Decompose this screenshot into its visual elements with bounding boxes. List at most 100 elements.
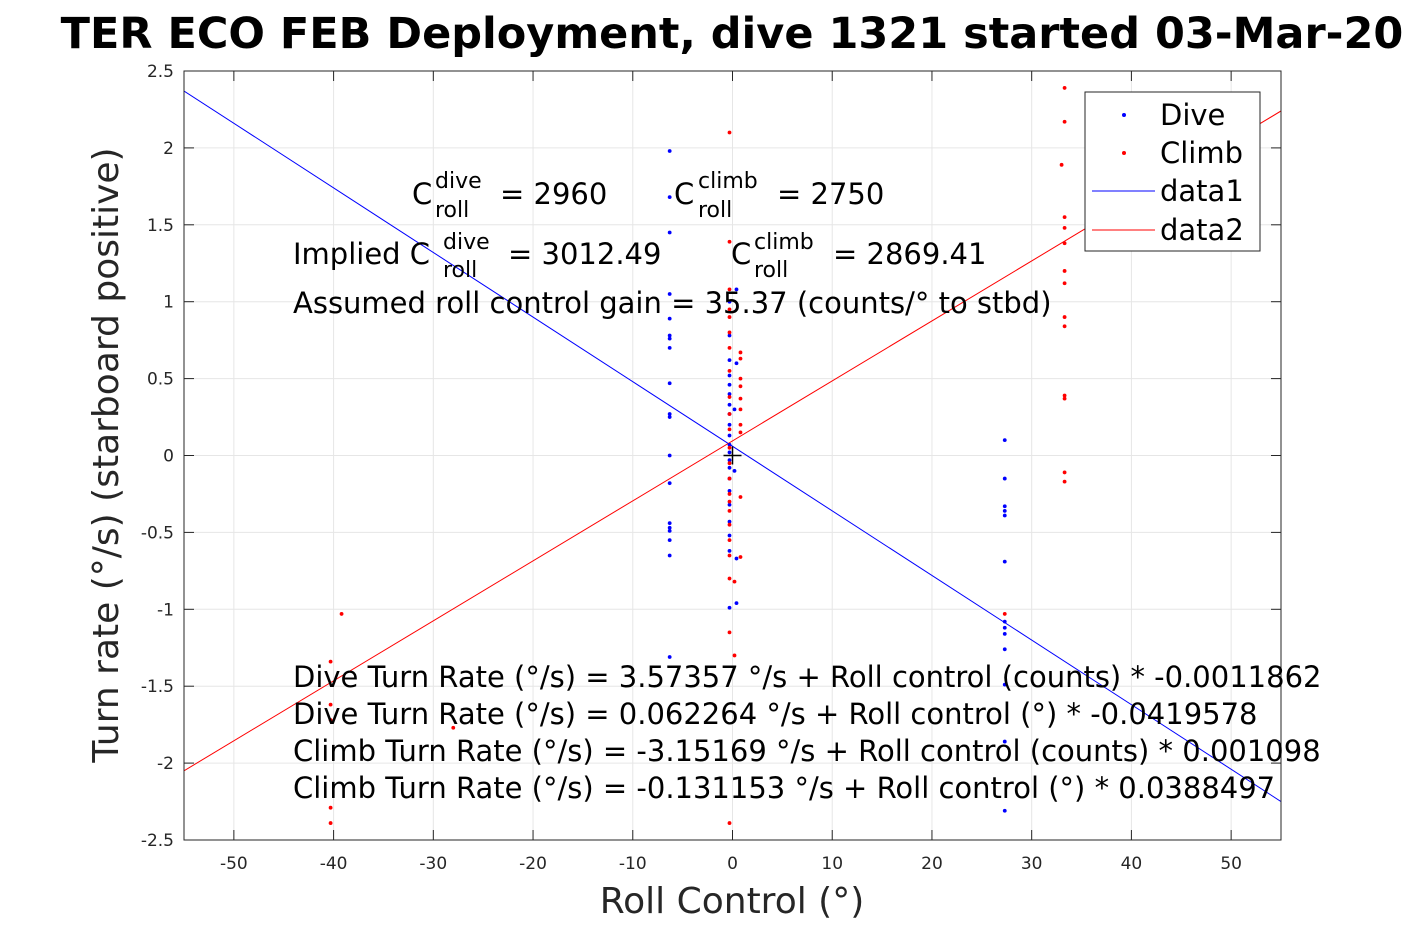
- point-dive: [734, 556, 739, 561]
- x-tick-label: -50: [220, 854, 248, 874]
- x-tick-label: 50: [1220, 854, 1242, 874]
- y-tick-label: 2: [163, 139, 174, 159]
- point-dive: [1002, 808, 1007, 813]
- point-climb: [727, 630, 732, 635]
- point-climb: [732, 579, 737, 584]
- point-dive: [732, 407, 737, 412]
- point-climb: [738, 376, 743, 381]
- point-dive: [667, 415, 672, 419]
- point-climb: [727, 330, 732, 335]
- point-climb: [1002, 612, 1007, 616]
- point-dive: [667, 412, 672, 416]
- point-climb: [738, 495, 743, 499]
- implied-dive-sub: roll: [443, 258, 477, 283]
- point-dive: [727, 502, 732, 507]
- point-dive: [667, 333, 672, 338]
- point-dive: [1002, 504, 1007, 509]
- point-climb: [727, 427, 732, 432]
- point-dive: [667, 230, 672, 235]
- point-dive: [667, 655, 672, 659]
- point-climb: [1062, 324, 1067, 329]
- x-tick-label: 10: [821, 854, 843, 874]
- point-climb: [727, 130, 732, 135]
- point-dive: [667, 525, 672, 530]
- x-axis-label: Roll Control (°): [600, 881, 865, 922]
- x-tick-label: 0: [727, 854, 738, 874]
- point-dive: [667, 553, 672, 558]
- point-dive: [667, 345, 672, 350]
- legend-data1-label: data1: [1160, 174, 1244, 208]
- point-climb: [1062, 479, 1067, 484]
- point-dive: [1002, 438, 1007, 443]
- point-dive: [1002, 559, 1007, 564]
- point-dive: [727, 450, 732, 455]
- point-dive: [727, 533, 732, 538]
- point-climb: [738, 555, 743, 559]
- implied-climb-sub: roll: [754, 258, 788, 283]
- point-climb: [738, 356, 743, 361]
- point-dive: [1002, 513, 1007, 518]
- point-dive: [1002, 476, 1007, 481]
- point-dive: [1002, 682, 1007, 687]
- c-climb-sub: roll: [698, 198, 732, 223]
- y-tick-label: -1.5: [141, 677, 174, 697]
- point-dive: [727, 358, 732, 363]
- point-climb: [727, 492, 732, 496]
- y-tick-label: -2: [157, 754, 174, 774]
- point-climb: [1062, 393, 1067, 398]
- point-climb: [1062, 225, 1067, 230]
- c-climb-sup: climb: [698, 169, 758, 194]
- point-dive: [727, 392, 732, 396]
- point-climb: [328, 718, 333, 722]
- point-climb: [727, 395, 732, 399]
- point-climb: [1062, 396, 1067, 401]
- legend-box: [1084, 91, 1261, 252]
- point-climb: [727, 239, 732, 244]
- point-climb: [727, 522, 732, 527]
- point-dive: [1002, 619, 1007, 624]
- point-climb: [328, 702, 333, 707]
- chart-title: TER ECO FEB Deployment, dive 1321 starte…: [61, 9, 1404, 59]
- c-dive-value: = 2960: [500, 177, 607, 211]
- point-dive: [667, 538, 672, 542]
- point-dive: [667, 336, 672, 341]
- point-dive: [667, 316, 672, 321]
- point-climb: [738, 396, 743, 401]
- point-climb: [1062, 119, 1067, 124]
- y-axis-label: Turn rate (°/s) (starboard positive): [86, 147, 127, 763]
- x-tick-label: -30: [419, 854, 447, 874]
- point-climb: [727, 315, 732, 319]
- point-dive: [727, 299, 732, 304]
- c-dive-sup: dive: [435, 169, 482, 194]
- legend-dive-label: Dive: [1160, 98, 1225, 132]
- point-climb: [727, 445, 732, 450]
- point-dive: [727, 458, 732, 463]
- fit-line-dive-degrees: Dive Turn Rate (°/s) = 0.062264 °/s + Ro…: [293, 697, 1258, 731]
- point-dive: [667, 521, 672, 526]
- legend: Dive Climb data1 data2: [1084, 91, 1261, 252]
- point-dive: [734, 361, 739, 366]
- point-climb: [727, 538, 732, 542]
- point-climb: [727, 576, 732, 581]
- point-climb: [1062, 269, 1067, 273]
- point-dive: [727, 605, 732, 610]
- c-dive-base: C: [412, 177, 432, 211]
- point-climb: [1062, 470, 1067, 475]
- point-climb: [727, 345, 732, 350]
- point-climb: [1059, 162, 1064, 167]
- x-tick-label: 20: [921, 854, 943, 874]
- point-climb: [451, 725, 456, 730]
- point-climb: [727, 476, 732, 481]
- x-tick-label: -10: [619, 854, 647, 874]
- point-climb: [738, 422, 743, 427]
- point-dive: [734, 287, 739, 292]
- implied-label: Implied C: [293, 237, 430, 271]
- point-dive: [1002, 508, 1007, 513]
- y-tick-label: 0.5: [147, 370, 174, 390]
- fit-line-climb-degrees: Climb Turn Rate (°/s) = -0.131153 °/s + …: [293, 771, 1275, 805]
- point-dive: [727, 402, 732, 407]
- implied-climb-sup: climb: [754, 230, 814, 255]
- point-climb: [727, 412, 732, 416]
- point-dive: [667, 292, 672, 296]
